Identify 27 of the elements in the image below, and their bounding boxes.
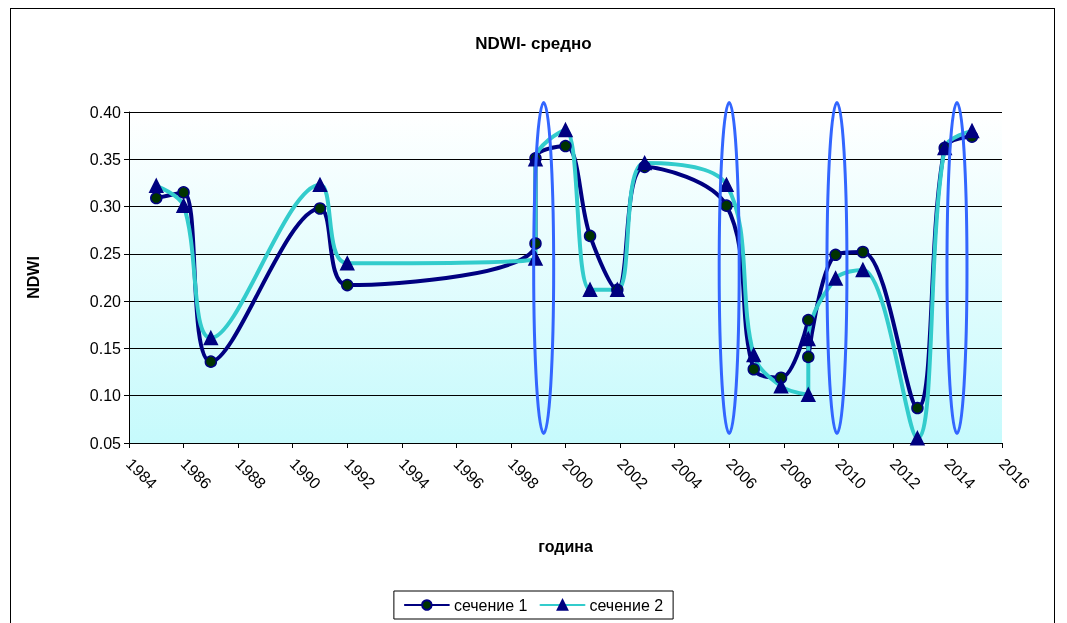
- point: [802, 313, 815, 327]
- y-tick-label: 0.15: [89, 339, 122, 357]
- y-tick-label: 0.40: [89, 103, 122, 121]
- point: [150, 191, 163, 205]
- point: [720, 199, 733, 212]
- point: [583, 229, 597, 243]
- y-tick-label: 0.35: [89, 150, 122, 168]
- point: [313, 202, 327, 215]
- legend-label: сечение 2: [589, 596, 664, 614]
- x-axis-title: година: [538, 537, 593, 555]
- y-tick-label: 0.25: [89, 245, 122, 263]
- y-tick-label: 0.10: [89, 387, 122, 405]
- y-tick-label: 0.30: [89, 198, 122, 216]
- y-tick-label: 0.05: [89, 434, 122, 452]
- point: [802, 350, 815, 364]
- chart-title: NDWI- средно: [475, 34, 592, 53]
- point: [204, 355, 218, 368]
- point: [177, 186, 190, 199]
- y-axis-title: NDWI: [24, 256, 42, 299]
- point: [559, 139, 572, 153]
- point: [856, 245, 870, 259]
- point: [829, 248, 842, 262]
- point: [911, 401, 924, 415]
- point: [747, 362, 760, 376]
- legend-label: сечение 1: [453, 596, 528, 614]
- y-tick-label: 0.20: [89, 292, 122, 310]
- point: [341, 278, 354, 292]
